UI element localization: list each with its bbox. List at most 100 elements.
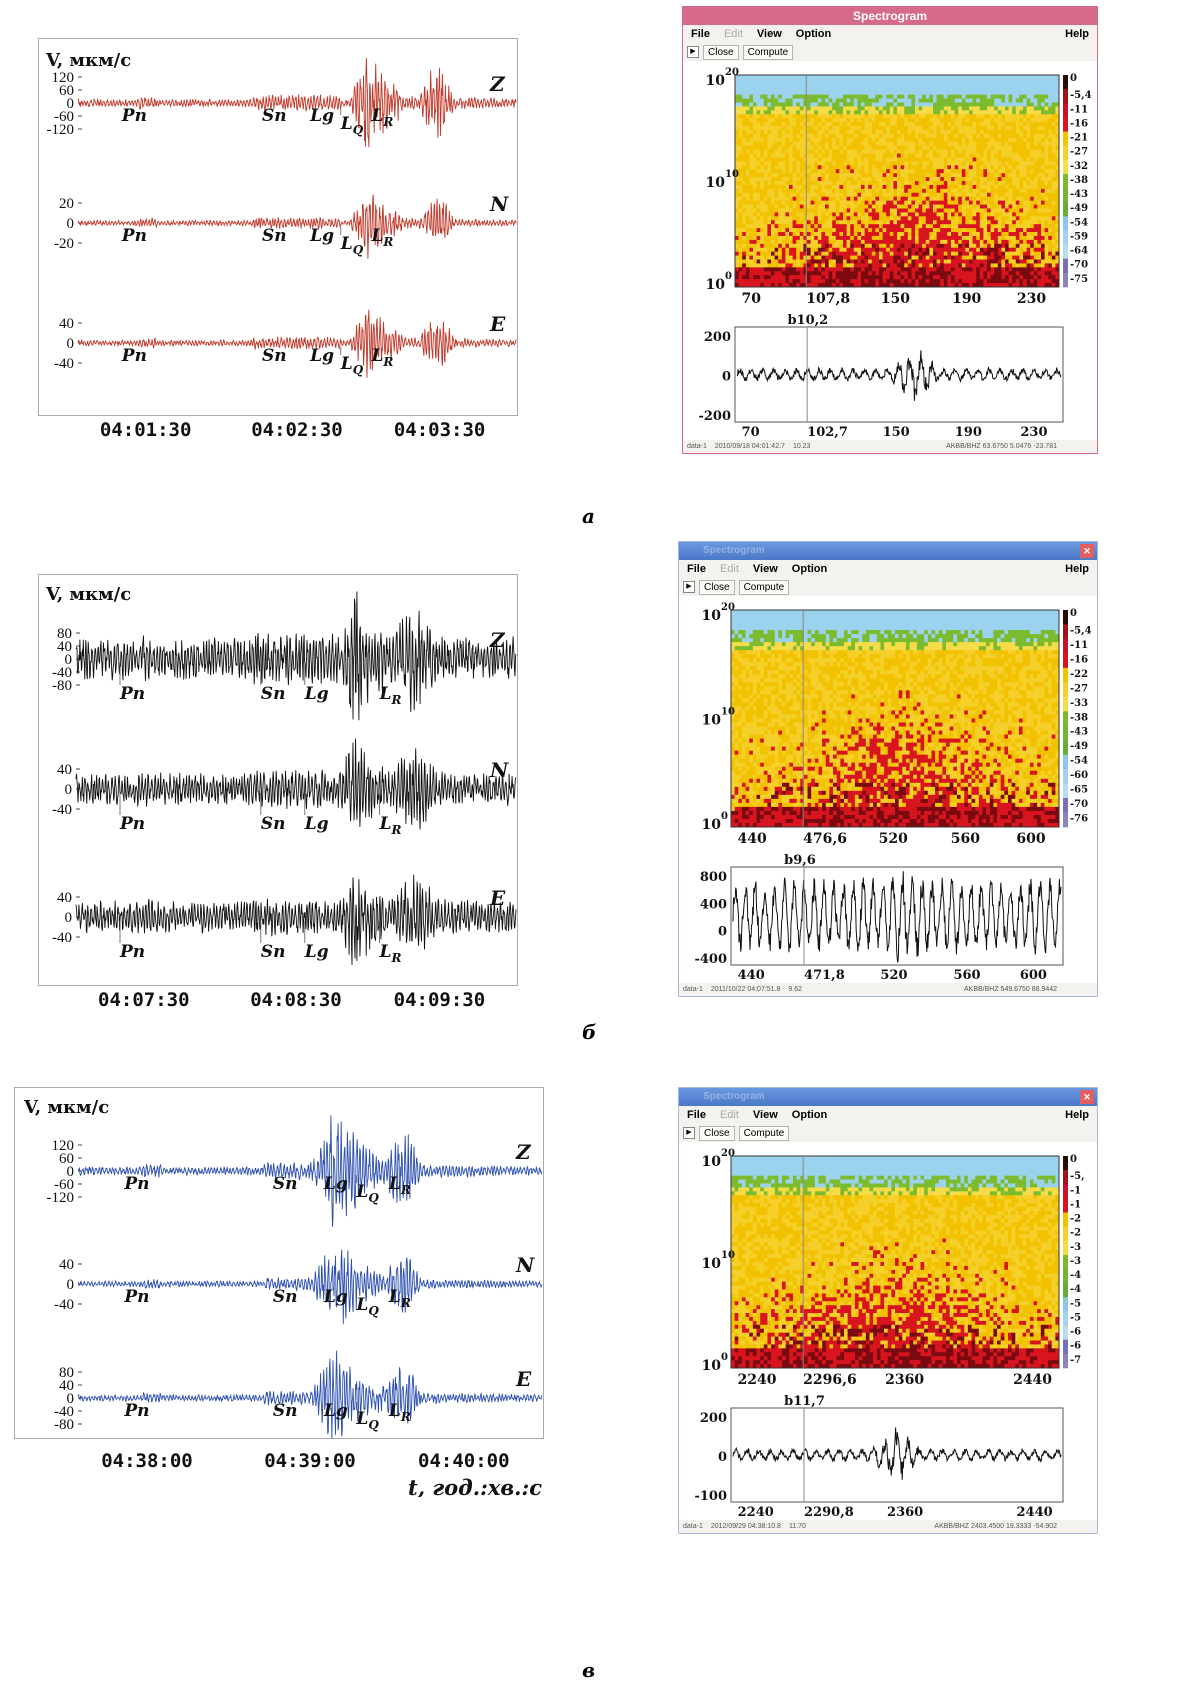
spectrogram-window-c: Spectrogram ✕ File Edit View Option Help ▶ Close… [678,1087,1098,1534]
y-tick-label: -80 [52,678,72,694]
scale-swatch [1063,1184,1068,1199]
scale-swatch [1063,216,1068,231]
window-titlebar[interactable]: Spectrogram ✕ [679,1088,1097,1106]
scale-label: -38 [1070,175,1088,186]
spec-y-tick: 10 [706,277,726,293]
wave-x-tick: 600 [1020,968,1047,983]
status-bar: data-1 2012/09/29 04:38:10.8 11.70 AKBB/BHZ… [679,1520,1097,1533]
channel-label: E [489,312,506,336]
scale-swatch [1063,202,1068,217]
menu-option[interactable]: Option [791,1109,828,1121]
play-icon[interactable]: ▶ [683,1127,695,1139]
wave-label: b9,6 [784,853,816,868]
scale-swatch [1063,812,1068,828]
scale-swatch [1063,740,1068,755]
phase-subscript: R [382,115,393,129]
play-icon[interactable]: ▶ [687,46,699,58]
scale-label: -70 [1070,799,1088,810]
close-button[interactable]: Close [699,579,735,595]
menu-file[interactable]: File [687,563,706,575]
spectrogram-window-b: Spectrogram ✕ File Edit View Option Help ▶ Close… [678,541,1098,997]
wave-x-tick: 520 [880,968,907,983]
waveform-e [77,1350,543,1439]
close-icon[interactable]: ✕ [1080,544,1094,558]
compute-button[interactable]: Compute [738,1125,790,1141]
menu-edit[interactable]: Edit [723,28,743,40]
menu-view[interactable]: View [756,28,782,40]
spec-y-exponent: 0 [725,271,732,282]
scale-label: -75 [1070,274,1088,285]
menu-help[interactable]: Help [1065,1109,1089,1121]
status-field: 11.70 [788,1523,806,1530]
waveform-e [77,309,517,378]
window-title: Spectrogram [852,9,928,23]
menu-edit[interactable]: Edit [719,1109,739,1121]
scale-label: -43 [1070,727,1088,738]
window-titlebar[interactable]: Spectrogram ✕ [679,542,1097,560]
menu-bar: File Edit View Option Help [683,25,1097,43]
menu-view[interactable]: View [752,1109,778,1121]
scale-swatch [1063,103,1068,118]
time-label: 04:01:30 [100,419,192,441]
phase-label: Pn [123,1174,149,1194]
spec-y-tick: 10 [702,817,722,833]
spec-x-tick: 600 [1016,831,1045,847]
scale-label: -5,4 [1070,625,1092,636]
scale-swatch [1063,1269,1068,1284]
wave-x-tick: 190 [955,425,982,440]
window-titlebar[interactable]: Spectrogram [683,7,1097,25]
panel-label-a: а [582,504,595,528]
scale-label: -49 [1070,741,1088,752]
scale-label: -16 [1070,654,1088,665]
close-button[interactable]: Close [703,44,739,60]
wave-y-tick: 200 [704,330,731,345]
close-button[interactable]: Close [699,1125,735,1141]
menu-help[interactable]: Help [1065,563,1089,575]
spec-y-tick: 10 [706,175,726,191]
menu-help[interactable]: Help [1065,28,1089,40]
toolbar: ▶ Close Compute [683,43,1097,61]
menu-file[interactable]: File [687,1109,706,1121]
scale-swatch [1063,230,1068,245]
scale-swatch [1063,188,1068,203]
y-tick-label: 0 [67,1164,75,1180]
compute-button[interactable]: Compute [738,579,790,595]
menu-edit[interactable]: Edit [719,563,739,575]
compute-button[interactable]: Compute [742,44,794,60]
y-tick-label: 40 [57,639,72,655]
spec-y-exponent: 20 [721,1148,735,1159]
phase-label: Pn [119,942,145,962]
wave-y-tick: 400 [700,897,727,912]
scale-label: -22 [1070,669,1088,680]
scale-label: 0 [1070,608,1077,619]
seismogram-panel-b: V, мкм/с 80 40 0 -40 -80 Z Pn Sn Lg LR 40 0 -40 N Pn Sn L… [38,574,518,1014]
phase-subscript: Q [368,1304,379,1318]
menu-option[interactable]: Option [791,563,828,575]
scale-label: -11 [1070,104,1088,115]
wave-x-tick: 230 [1020,425,1047,440]
y-tick-label: 0 [67,96,75,112]
scale-swatch [1063,117,1068,132]
scale-swatch [1063,711,1068,727]
phase-subscript: R [382,235,393,249]
menu-file[interactable]: File [691,28,710,40]
phase-label: Lg [323,1287,348,1307]
wave-y-tick: 0 [718,925,727,940]
phase-label: Sn [262,346,287,366]
time-label: 04:38:00 [101,1450,193,1472]
close-icon[interactable]: ✕ [1080,1090,1094,1104]
scale-label: -33 [1070,698,1088,709]
spec-x-tick: 70 [741,291,761,307]
spectrogram-frame [730,1155,1060,1369]
status-field: 2012/09/29 04:38:10.8 [710,1523,781,1530]
menu-option[interactable]: Option [795,28,832,40]
wave-x-tick: 2240 [738,1505,774,1520]
wave-x-tick: 102,7 [807,425,848,440]
play-icon[interactable]: ▶ [683,581,695,593]
scale-label: -5, [1070,1171,1085,1182]
menu-view[interactable]: View [752,563,778,575]
scale-label: -27 [1070,683,1088,694]
scale-swatch [1063,1226,1068,1242]
scale-swatch [1063,1156,1068,1171]
